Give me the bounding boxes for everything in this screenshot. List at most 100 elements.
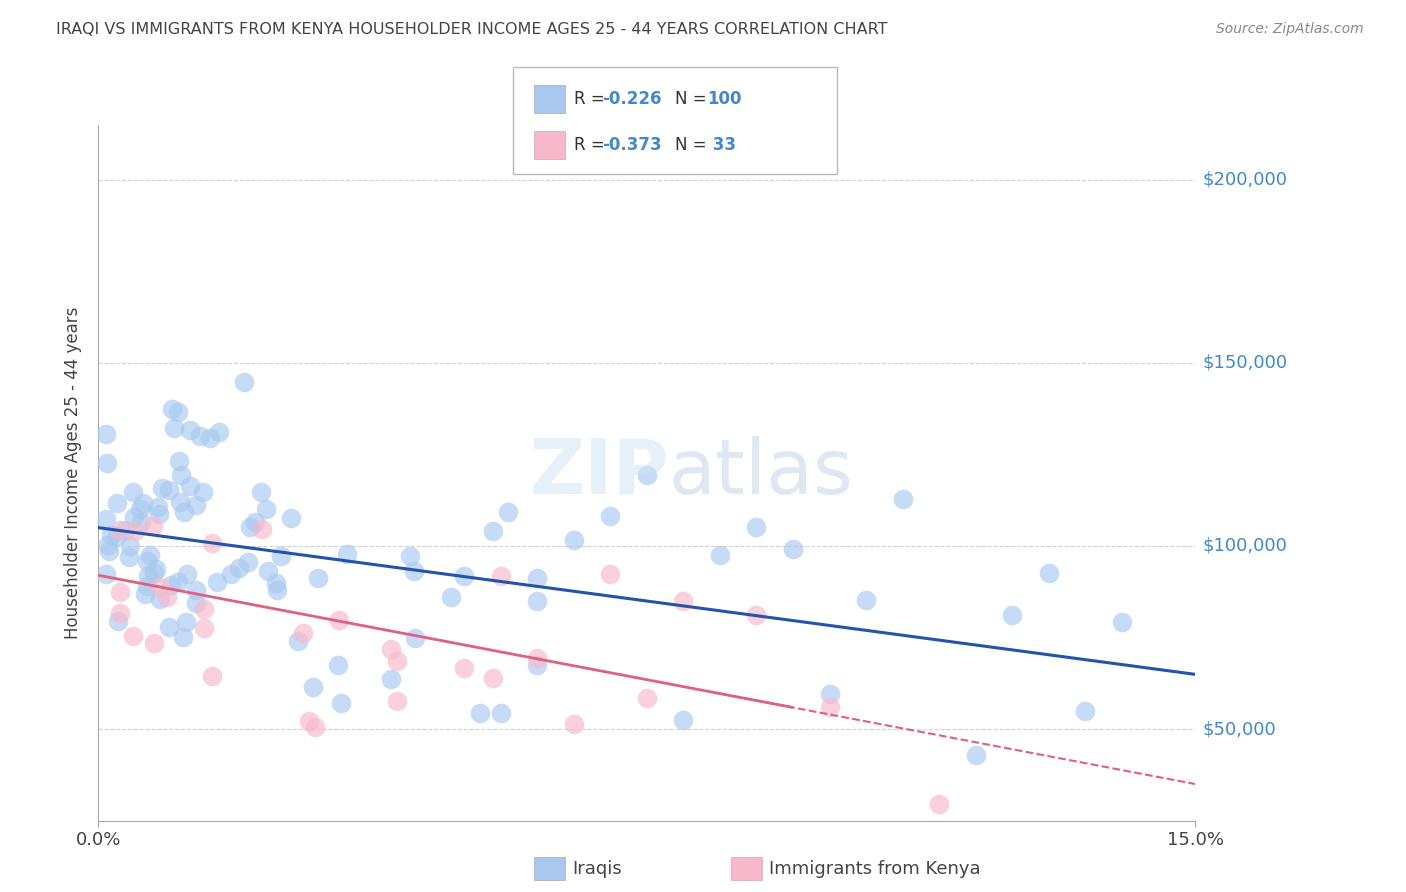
Point	[380, 642, 402, 657]
Point	[122, 485, 145, 500]
Point	[965, 747, 987, 762]
Point	[855, 593, 877, 607]
Text: 100: 100	[707, 90, 742, 108]
Point	[173, 505, 195, 519]
Point	[105, 496, 128, 510]
Point	[219, 566, 242, 581]
Point	[250, 522, 273, 536]
Point	[818, 686, 841, 700]
Point	[250, 485, 273, 500]
Point	[117, 549, 139, 564]
Point	[387, 655, 409, 669]
Point	[114, 523, 136, 537]
Point	[193, 620, 215, 634]
Point	[304, 721, 326, 735]
Point	[928, 797, 950, 812]
Point	[526, 651, 548, 665]
Point	[132, 496, 155, 510]
Point	[149, 592, 172, 607]
Point	[328, 613, 350, 627]
Point	[254, 501, 277, 516]
Text: $150,000: $150,000	[1202, 354, 1288, 372]
Point	[166, 574, 188, 589]
Point	[139, 548, 162, 562]
Point	[143, 636, 166, 650]
Point	[266, 583, 288, 598]
Point	[159, 578, 181, 592]
Point	[201, 669, 224, 683]
Point	[122, 510, 145, 524]
Point	[157, 483, 180, 498]
Point	[142, 519, 165, 533]
Point	[157, 620, 180, 634]
Point	[782, 541, 804, 556]
Point	[163, 421, 186, 435]
Point	[136, 569, 159, 583]
Point	[1038, 566, 1060, 581]
Point	[96, 456, 118, 470]
Point	[149, 580, 172, 594]
Point	[136, 554, 159, 568]
Point	[1001, 607, 1024, 622]
Point	[232, 375, 254, 389]
Point	[191, 485, 214, 500]
Point	[256, 564, 278, 578]
Point	[270, 549, 292, 564]
Point	[179, 479, 201, 493]
Text: N =: N =	[675, 90, 711, 108]
Point	[1001, 869, 1024, 883]
Text: $50,000: $50,000	[1202, 720, 1275, 738]
Text: 33: 33	[707, 136, 737, 154]
Point	[94, 566, 117, 581]
Point	[94, 512, 117, 526]
Point	[170, 468, 193, 483]
Point	[526, 571, 548, 585]
Point	[453, 568, 475, 582]
Point	[172, 630, 194, 644]
Point	[145, 562, 167, 576]
Point	[107, 615, 129, 629]
Point	[174, 615, 197, 629]
Point	[470, 706, 492, 720]
Point	[307, 571, 329, 585]
Point	[481, 671, 503, 685]
Text: R =: R =	[574, 136, 610, 154]
Point	[122, 628, 145, 642]
Point	[709, 548, 731, 562]
Point	[636, 468, 658, 483]
Point	[169, 495, 191, 509]
Text: $200,000: $200,000	[1202, 170, 1286, 189]
Point	[100, 528, 122, 542]
Point	[298, 714, 321, 728]
Point	[176, 567, 198, 582]
Point	[228, 560, 250, 574]
Text: Source: ZipAtlas.com: Source: ZipAtlas.com	[1216, 22, 1364, 37]
Point	[287, 633, 309, 648]
Point	[336, 548, 359, 562]
Point	[134, 587, 156, 601]
Point	[150, 481, 173, 495]
Point	[636, 691, 658, 706]
Point	[205, 574, 228, 589]
Point	[129, 515, 152, 529]
Point	[184, 596, 207, 610]
Text: -0.226: -0.226	[602, 90, 661, 108]
Text: R =: R =	[574, 90, 610, 108]
Text: -0.373: -0.373	[602, 136, 661, 154]
Point	[236, 555, 259, 569]
Point	[489, 569, 512, 583]
Point	[142, 566, 165, 580]
Point	[208, 425, 231, 439]
Point	[200, 431, 222, 445]
Point	[169, 454, 191, 468]
Point	[264, 575, 287, 590]
Point	[184, 583, 207, 598]
Point	[239, 520, 262, 534]
Point	[526, 658, 548, 673]
Point	[110, 584, 132, 599]
Point	[329, 696, 352, 710]
Point	[818, 699, 841, 714]
Text: Iraqis: Iraqis	[572, 860, 621, 878]
Text: Immigrants from Kenya: Immigrants from Kenya	[769, 860, 981, 878]
Point	[387, 694, 409, 708]
